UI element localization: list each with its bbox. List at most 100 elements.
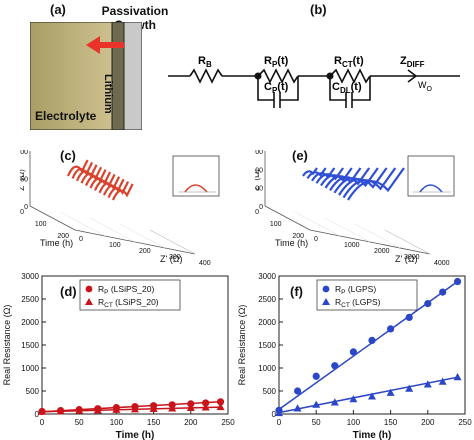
data-point bbox=[368, 336, 376, 344]
data-point bbox=[331, 362, 339, 370]
zprime-tick-label: 2000 bbox=[374, 248, 390, 255]
y-tick-label: 2000 bbox=[21, 318, 39, 327]
grid-edge bbox=[149, 229, 196, 255]
z-tick-label: 1000 bbox=[255, 167, 263, 174]
inset-curve bbox=[184, 184, 208, 193]
impedance-spectrum bbox=[107, 181, 130, 199]
data-point bbox=[453, 373, 462, 381]
y-tick-label: 0 bbox=[35, 410, 40, 419]
data-point bbox=[275, 408, 283, 417]
z-tick-label: 0 bbox=[259, 204, 263, 211]
resistor-rp bbox=[257, 68, 299, 84]
impedance-spectrum bbox=[342, 167, 397, 199]
data-point bbox=[423, 380, 432, 388]
nyquist-3d-e: 050010001500010020001000200030004000Z'' … bbox=[255, 150, 455, 265]
panel-label-f: (f) bbox=[290, 284, 303, 299]
panel-label-a: (a) bbox=[50, 2, 66, 17]
impedance-spectrum bbox=[306, 167, 327, 180]
y-tick-label: 2500 bbox=[258, 295, 276, 304]
x-tick-label: 150 bbox=[147, 418, 161, 427]
legend: RP (LGPS)RCT (LGPS) bbox=[316, 279, 418, 311]
data-point bbox=[75, 406, 84, 414]
label-rct: RCT(t) bbox=[334, 55, 364, 69]
inset-frame bbox=[172, 155, 220, 197]
inset-frame bbox=[407, 155, 455, 197]
zprime-tick-label: 0 bbox=[79, 236, 83, 243]
impedance-spectrum bbox=[71, 161, 94, 179]
data-point bbox=[405, 313, 413, 321]
inset-curve bbox=[419, 184, 443, 193]
resistance-chart-f: 0 500 1000 1500 2000 2500 3000 0 50 100 150 200 250 T… bbox=[237, 272, 472, 440]
growth-arrow-icon bbox=[86, 36, 124, 54]
data-point bbox=[294, 387, 302, 395]
zprime-tick-label: 400 bbox=[199, 260, 211, 265]
z-tick-label: 50 bbox=[20, 177, 28, 184]
y-tick-label: 0 bbox=[272, 410, 277, 419]
data-point bbox=[368, 392, 376, 400]
x-tick-label: 0 bbox=[40, 418, 45, 427]
resistor-rb bbox=[189, 68, 223, 84]
impedance-spectrum bbox=[329, 167, 371, 191]
legend-label: RP (LSiPS_20) bbox=[98, 284, 154, 296]
floor-grid bbox=[89, 217, 136, 243]
zprime-tick-label: 1000 bbox=[344, 242, 360, 249]
floor-grid bbox=[294, 211, 341, 237]
y-tick-label: 1000 bbox=[258, 364, 276, 373]
x-tick-label: 200 bbox=[421, 418, 435, 427]
data-point bbox=[405, 384, 414, 392]
zprime-axis-label: Z' (Ω) bbox=[160, 254, 182, 264]
resistance-chart-d: 0 500 1000 1500 2000 2500 3000 0 50 100 150 200 250 T… bbox=[2, 272, 235, 440]
data-point bbox=[186, 403, 195, 412]
x-tick-label: 50 bbox=[312, 418, 321, 427]
data-point bbox=[201, 403, 210, 411]
data-point bbox=[439, 288, 447, 296]
interphase-schematic bbox=[30, 22, 142, 130]
data-point bbox=[38, 407, 46, 415]
impedance-spectrum bbox=[80, 166, 103, 184]
legend-label: RCT (LSiPS_20) bbox=[98, 297, 159, 309]
time-axis-label: Time (h) bbox=[40, 238, 73, 248]
x-axis-label: Time (h) bbox=[353, 430, 392, 440]
axes-3d bbox=[264, 151, 431, 255]
time-tick-label: 100 bbox=[270, 221, 282, 228]
data-point bbox=[131, 405, 139, 413]
y-tick-label: 1500 bbox=[258, 341, 276, 350]
legend-marker bbox=[85, 298, 93, 305]
zprime-tick-label: 0 bbox=[314, 236, 318, 243]
impedance-spectrum bbox=[111, 183, 134, 201]
floor-grid bbox=[324, 217, 371, 243]
x-tick-label: 200 bbox=[184, 418, 198, 427]
x-tick-label: 0 bbox=[277, 418, 282, 427]
impedance-spectrum bbox=[66, 159, 89, 177]
label-cdl: CDL(t) bbox=[332, 81, 362, 95]
y-tick-label: 3000 bbox=[258, 272, 276, 281]
y-tick-label: 500 bbox=[263, 387, 277, 396]
data-point bbox=[349, 348, 357, 356]
impedance-spectrum bbox=[333, 167, 379, 194]
label-rb: RB bbox=[198, 55, 212, 69]
impedance-spectrum bbox=[338, 167, 388, 196]
data-point bbox=[453, 277, 462, 286]
impedance-spectrum bbox=[347, 167, 405, 201]
x-tick-label: 150 bbox=[384, 418, 398, 427]
legend-box bbox=[79, 279, 181, 311]
x-tick-label: 100 bbox=[347, 418, 361, 427]
y-axis-label: Real Resistance (Ω) bbox=[237, 305, 247, 386]
data-point bbox=[216, 398, 225, 406]
z-tick-label: 500 bbox=[255, 186, 263, 193]
floor-grid bbox=[119, 223, 166, 249]
impedance-spectrum bbox=[102, 178, 125, 196]
legend-marker bbox=[322, 298, 330, 305]
data-point bbox=[56, 407, 65, 415]
data-point bbox=[424, 300, 432, 308]
z-axis-label: Z'' (Ω) bbox=[255, 169, 261, 191]
z-tick-label: 1500 bbox=[255, 150, 263, 156]
zprime-tick-label: 4000 bbox=[434, 260, 450, 265]
z-axis-label: Z'' (Ω) bbox=[20, 169, 26, 191]
data-point bbox=[312, 372, 320, 380]
time-tick-label: 200 bbox=[292, 233, 304, 240]
x-tick-label: 50 bbox=[75, 418, 84, 427]
equivalent-circuit: RB RP(t) CP(t) RCT(t) CDL(t) ZDIFF WO bbox=[168, 55, 460, 108]
time-tick-label: 100 bbox=[35, 221, 47, 228]
lithium-region bbox=[123, 22, 142, 130]
